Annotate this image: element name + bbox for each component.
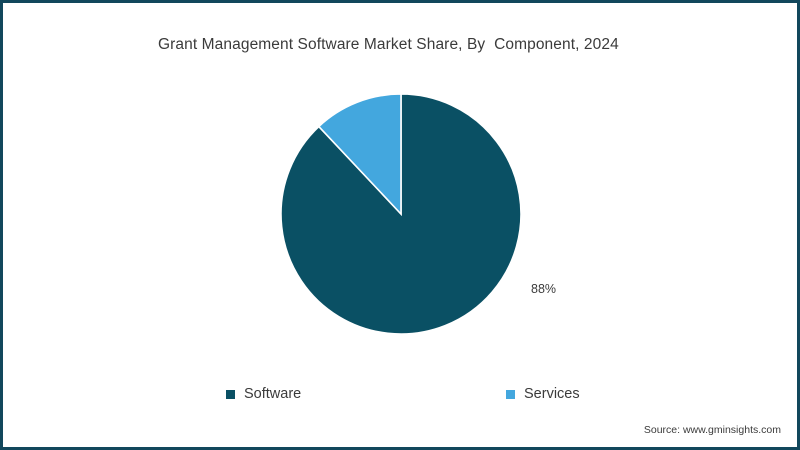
pie-slice-software[interactable]	[280, 93, 522, 335]
legend-item-services[interactable]: Services	[506, 385, 580, 403]
legend-swatch-icon	[226, 389, 235, 399]
pie-chart	[280, 93, 522, 335]
pie-chart-svg	[280, 93, 522, 335]
chart-legend: Software Services	[3, 385, 797, 409]
legend-swatch-icon	[506, 389, 515, 399]
legend-item-software[interactable]: Software	[226, 385, 301, 403]
legend-item-label: Services	[524, 386, 580, 402]
legend-item-label: Software	[244, 386, 302, 402]
source-attribution: Source: www.gminsights.com	[643, 424, 781, 436]
pie-slice-services[interactable]	[317, 93, 402, 217]
chart-title: Grant Management Software Market Share, …	[158, 36, 619, 53]
pie-data-label-software: 88%	[531, 282, 557, 296]
